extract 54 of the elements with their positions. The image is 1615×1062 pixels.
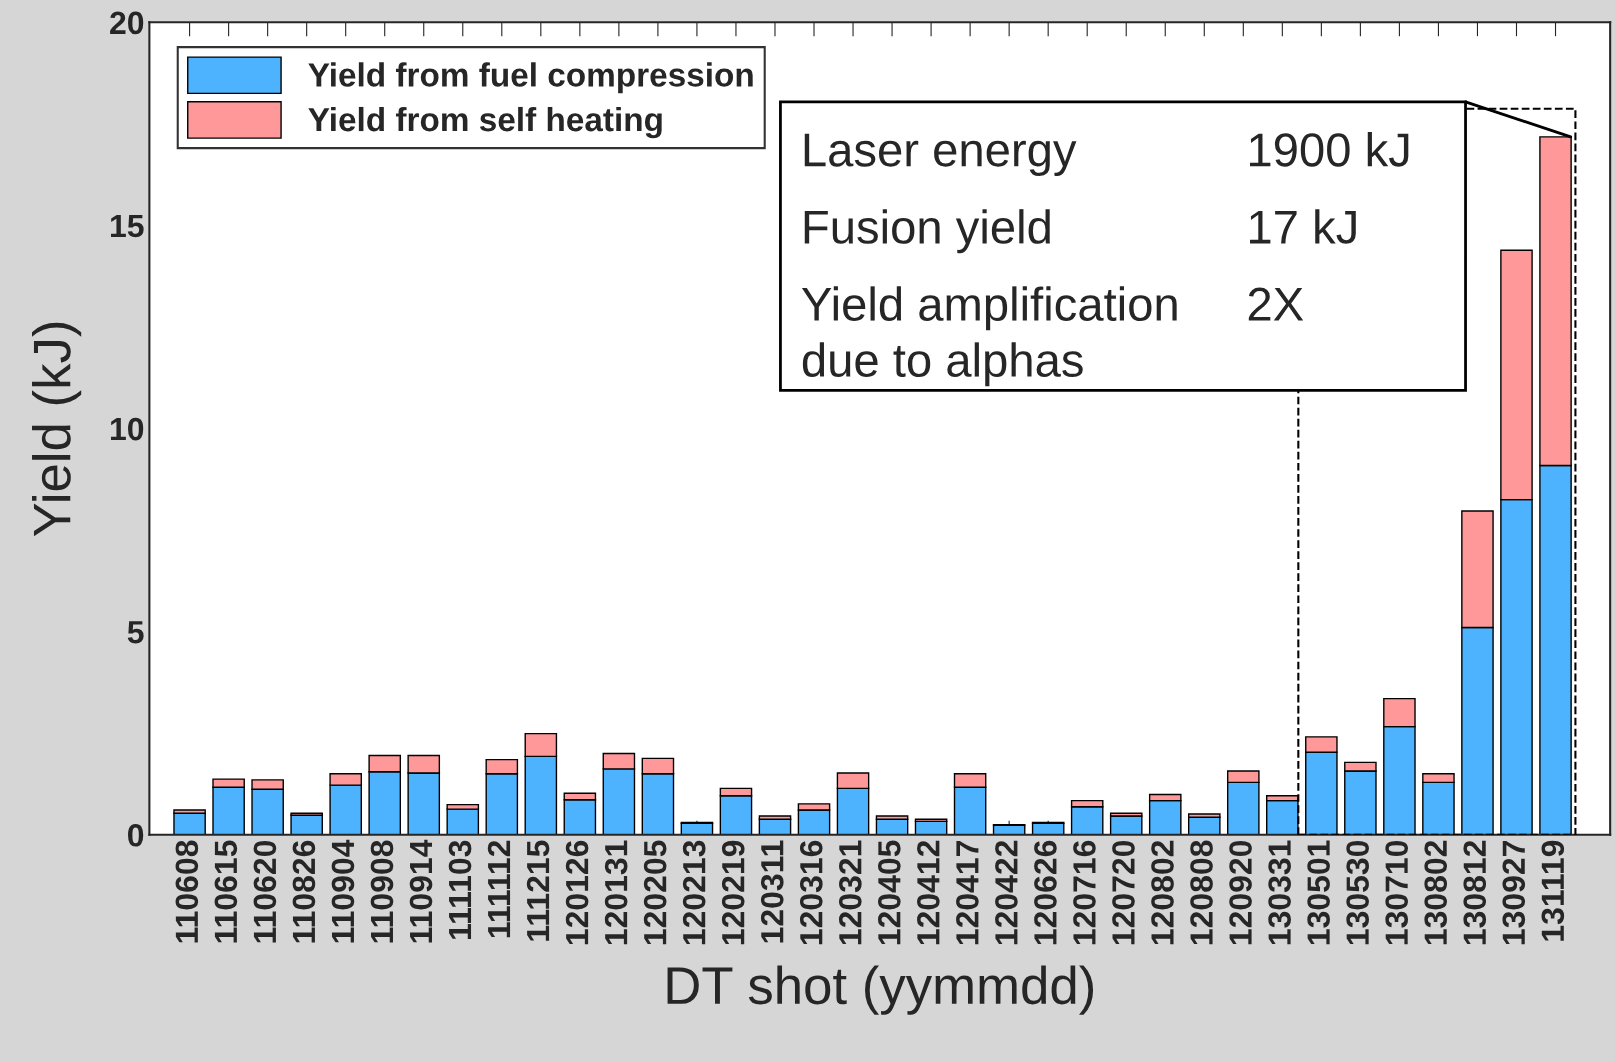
y-tick-label: 0 (128, 824, 144, 847)
legend-label: Yield from fuel compression (308, 62, 753, 94)
x-tick-label: 120417 (956, 840, 979, 945)
x-tick-label: 130802 (1424, 840, 1448, 945)
x-tick-label: 120720 (1112, 840, 1135, 945)
y-tick-label: 10 (111, 417, 144, 441)
x-tick-label: 110908 (370, 840, 394, 943)
legend-label: Yield from self heating (308, 106, 662, 139)
x-tick-label: 120405 (878, 840, 901, 945)
bar (173, 812, 206, 835)
annotation: 17 kJ (1250, 209, 1356, 244)
y-tick-label: 20 (110, 11, 144, 35)
x-tick-label: 110615 (214, 840, 238, 943)
x-tick-label: 130812 (1463, 840, 1487, 945)
annotation: Yield amplification due to alphas (801, 286, 1177, 387)
x-tick-label: 131119 (1541, 840, 1565, 941)
x-tick-label: 130331 (1268, 840, 1291, 945)
x-tick-label: 120205 (643, 840, 667, 945)
annotation: Laser energy (804, 133, 1077, 176)
x-tick-label: 120316 (799, 840, 823, 945)
x-tick-label: 120422 (995, 840, 1018, 945)
x-tick-label: 120311 (760, 840, 784, 943)
x-tick-label: 120716 (1073, 840, 1096, 945)
x-tick-label: 130501 (1307, 840, 1330, 945)
x-tick-label: 120126 (565, 840, 589, 945)
x-tick-label: 120626 (1034, 840, 1057, 945)
x-tick-label: 111215 (526, 840, 550, 941)
y-tick-label: 5 (127, 621, 144, 644)
x-tick-label: 120920 (1229, 840, 1252, 945)
annotation: 1900 kJ (1250, 131, 1409, 167)
x-tick-label: 130530 (1346, 840, 1369, 945)
bar (290, 814, 323, 835)
bar (446, 808, 480, 835)
annotation: Fusion yield (804, 209, 1050, 254)
x-tick-label: 110620 (253, 840, 277, 943)
x-tick-label: 120321 (838, 840, 862, 945)
x-tick-label: 110914 (409, 839, 433, 943)
x-tick-label: 111112 (487, 840, 511, 938)
y-tick-label: 15 (111, 215, 144, 238)
x-tick-label: 110904 (331, 839, 355, 943)
x-axis-title: DT shot (yymmdd) (667, 965, 1094, 1015)
x-tick-label: 110608 (175, 840, 199, 943)
x-tick-label: 120808 (1190, 840, 1213, 945)
x-tick-label: 120412 (917, 840, 940, 945)
x-tick-label: 111103 (448, 840, 472, 939)
x-tick-label: 130710 (1385, 840, 1409, 945)
y-axis-title: Yield (kJ) (32, 322, 82, 537)
x-tick-label: 120219 (721, 840, 745, 945)
x-tick-label: 120131 (604, 840, 628, 945)
x-tick-label: 110826 (292, 840, 316, 943)
x-tick-label: 120213 (682, 840, 706, 945)
annotation: 2X (1248, 287, 1304, 321)
x-tick-label: 120802 (1151, 840, 1174, 945)
x-tick-label: 130927 (1502, 840, 1526, 945)
